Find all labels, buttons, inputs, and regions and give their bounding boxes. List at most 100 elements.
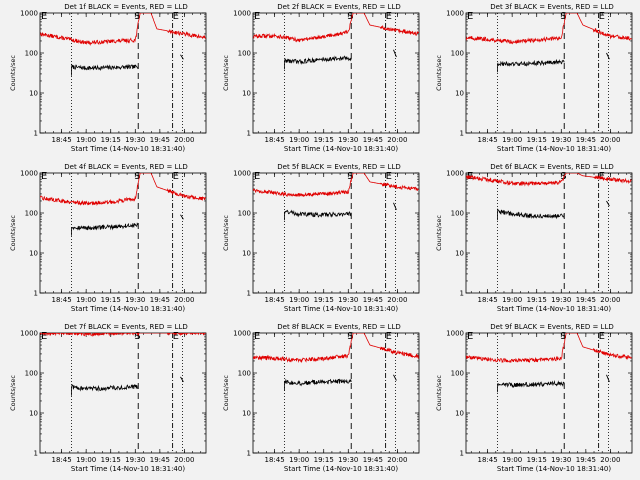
marker-label-s: S <box>560 331 566 342</box>
events-series-line <box>284 209 352 221</box>
plot-frame <box>252 12 420 134</box>
x-tick-label: 18:45 <box>265 296 285 304</box>
events-series-line <box>71 222 139 236</box>
y-axis: 1000 100 10 1 <box>20 170 206 298</box>
chart-svg: Det 1f BLACK = Events, RED = LLD10001001… <box>9 3 207 153</box>
x-tick-label: 19:15 <box>527 296 547 304</box>
x-tick-label: 19:45 <box>150 456 170 464</box>
events-post-segment <box>393 202 397 210</box>
y-tick-label: 100 <box>451 370 464 378</box>
y-tick-label: 100 <box>238 210 251 218</box>
x-axis: 18:45 19:00 19:15 19:30 19:45 20:00 <box>44 173 202 304</box>
x-axis-label: Start Time (14-Nov-10 18:31:40) <box>284 145 398 153</box>
plot-frame <box>465 12 633 134</box>
x-axis-label: Start Time (14-Nov-10 18:31:40) <box>497 305 611 313</box>
plot-frame <box>252 172 420 294</box>
marker-label-e: E <box>467 11 473 22</box>
y-tick-label: 100 <box>451 210 464 218</box>
y-tick-label: 1 <box>460 450 464 458</box>
x-tick-label: 19:45 <box>363 296 383 304</box>
y-axis: 1000 100 10 1 <box>233 170 419 298</box>
y-tick-label: 1000 <box>20 10 38 18</box>
y-tick-label: 100 <box>25 210 38 218</box>
x-tick-label: 19:45 <box>576 136 596 144</box>
events-post-segment <box>180 54 184 60</box>
y-axis-label: Counts/sec <box>222 215 230 251</box>
x-tick-label: 19:30 <box>125 456 145 464</box>
marker-label-e: E <box>386 331 392 342</box>
marker-label-e: E <box>41 331 47 342</box>
y-axis: 1000 100 10 1 <box>20 330 206 458</box>
y-axis: 1000 100 10 1 <box>233 10 419 138</box>
x-tick-label: 19:15 <box>527 136 547 144</box>
y-axis: 1000 100 10 1 <box>446 330 632 458</box>
y-tick-label: 100 <box>25 370 38 378</box>
y-tick-label: 1000 <box>233 170 251 178</box>
x-axis-label: Start Time (14-Nov-10 18:31:40) <box>284 305 398 313</box>
marker-label-e: E <box>173 171 179 182</box>
detector-panel-8: Det 8f BLACK = Events, RED = LLD 1000 100 1… <box>213 320 426 480</box>
events-series-line <box>284 378 352 391</box>
y-tick-label: 1 <box>34 130 38 138</box>
plot-frame <box>39 12 207 134</box>
y-tick-label: 10 <box>455 90 464 98</box>
marker-label-e: E <box>254 171 260 182</box>
y-axis-label: Counts/sec <box>222 55 230 91</box>
marker-label-s: S <box>560 171 566 182</box>
chart-svg: Det 5f BLACK = Events, RED = LLD10001001… <box>222 163 420 313</box>
y-axis: 1000 100 10 1 <box>446 170 632 298</box>
plot-frame <box>465 332 633 454</box>
x-tick-label: 18:45 <box>478 136 498 144</box>
x-tick-label: 19:30 <box>338 136 358 144</box>
detector-panel-3: Det 3f BLACK = Events, RED = LLD 1000 100 1… <box>426 0 639 160</box>
chart-svg: Det 3f BLACK = Events, RED = LLD10001001… <box>435 3 633 153</box>
x-axis: 18:45 19:00 19:15 19:30 19:45 20:00 <box>44 333 202 464</box>
x-axis: 18:45 19:00 19:15 19:30 19:45 20:00 <box>470 13 628 144</box>
y-tick-label: 1000 <box>233 10 251 18</box>
events-post-segment <box>393 49 397 58</box>
events-series-line <box>284 55 352 70</box>
x-tick-label: 19:30 <box>338 456 358 464</box>
marker-label-e: E <box>254 331 260 342</box>
y-tick-label: 10 <box>29 250 38 258</box>
marker-label-e: E <box>386 11 392 22</box>
x-tick-label: 20:00 <box>600 136 620 144</box>
chart-title: Det 7f BLACK = Events, RED = LLD <box>64 323 187 331</box>
x-tick-label: 20:00 <box>174 136 194 144</box>
detector-panel-2: Det 2f BLACK = Events, RED = LLD 1000 100 1… <box>213 0 426 160</box>
x-tick-label: 20:00 <box>600 296 620 304</box>
y-tick-label: 10 <box>242 250 251 258</box>
y-axis-label: Counts/sec <box>435 375 443 411</box>
detector-panel-9: Det 9f BLACK = Events, RED = LLD 1000 100 1… <box>426 320 639 480</box>
x-tick-label: 18:45 <box>478 296 498 304</box>
events-series-line <box>497 208 565 221</box>
lld-series-line <box>466 333 632 364</box>
lld-series-line <box>40 13 206 46</box>
y-tick-label: 10 <box>242 90 251 98</box>
x-axis: 18:45 19:00 19:15 19:30 19:45 20:00 <box>257 333 415 464</box>
detector-panel-5: Det 5f BLACK = Events, RED = LLD 1000 100 1… <box>213 160 426 320</box>
marker-label-s: S <box>134 11 140 22</box>
detector-panel-7: Det 7f BLACK = Events, RED = LLD 1000 100 1… <box>0 320 213 480</box>
y-tick-label: 1 <box>460 130 464 138</box>
x-tick-label: 18:45 <box>265 136 285 144</box>
x-tick-label: 20:00 <box>600 456 620 464</box>
lld-series-line <box>40 333 206 337</box>
lld-series-line <box>253 333 419 364</box>
x-tick-label: 20:00 <box>387 296 407 304</box>
chart-title: Det 4f BLACK = Events, RED = LLD <box>64 163 187 171</box>
x-tick-label: 20:00 <box>174 456 194 464</box>
y-tick-label: 1 <box>247 450 251 458</box>
y-axis-label: Counts/sec <box>435 55 443 91</box>
events-post-segment <box>393 374 397 381</box>
x-tick-label: 19:30 <box>338 296 358 304</box>
x-tick-label: 19:15 <box>101 136 121 144</box>
y-tick-label: 1 <box>460 290 464 298</box>
marker-label-e: E <box>467 331 473 342</box>
marker-label-e: E <box>173 11 179 22</box>
y-tick-label: 100 <box>25 50 38 58</box>
events-post-segment <box>180 376 184 383</box>
y-axis: 1000 100 10 1 <box>233 330 419 458</box>
y-tick-label: 10 <box>455 250 464 258</box>
y-axis-label: Counts/sec <box>9 375 17 411</box>
